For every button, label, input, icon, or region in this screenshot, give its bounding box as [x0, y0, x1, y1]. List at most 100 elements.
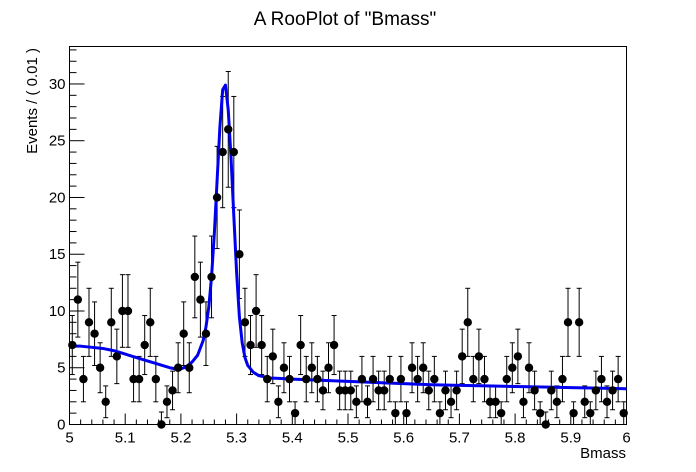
data-point	[352, 397, 361, 406]
data-point	[457, 352, 467, 361]
data-point	[173, 363, 183, 372]
data-point	[430, 374, 439, 384]
data-point	[201, 329, 211, 338]
data-point	[196, 295, 205, 304]
data-point	[535, 408, 545, 418]
x-axis-title: Bmass	[580, 445, 626, 462]
data-point	[502, 374, 511, 384]
data-point	[235, 250, 244, 259]
data-point	[519, 397, 528, 406]
data-point	[524, 363, 534, 372]
data-point	[452, 386, 461, 395]
data-point	[274, 397, 283, 406]
data-point	[101, 397, 110, 406]
data-point	[268, 352, 278, 361]
error-bars	[69, 70, 627, 425]
x-tick-label: 5.9	[560, 430, 581, 447]
data-point	[407, 363, 417, 372]
x-tick-label: 5.8	[505, 430, 526, 447]
x-tick-label: 5.3	[226, 430, 247, 447]
y-tick-label: 10	[49, 303, 66, 320]
data-point	[313, 374, 322, 384]
data-point	[257, 340, 266, 350]
data-point	[508, 363, 517, 372]
data-point	[290, 408, 300, 418]
data-point	[79, 374, 88, 384]
data-point	[435, 408, 445, 418]
data-point	[185, 363, 194, 372]
data-point	[134, 374, 144, 384]
y-tick-label: 15	[49, 246, 66, 263]
data-point	[424, 386, 433, 395]
x-tick-label: 5	[65, 430, 73, 447]
data-point	[597, 374, 606, 384]
data-point	[285, 374, 294, 384]
data-point	[391, 408, 400, 418]
data-point	[613, 374, 623, 384]
fit-curve	[69, 83, 627, 391]
x-tick-label: 5.4	[282, 430, 303, 447]
data-point	[530, 386, 539, 395]
chart-title: A RooPlot of "Bmass"	[254, 9, 436, 30]
data-point	[368, 374, 378, 384]
data-point	[446, 397, 456, 406]
data-point	[212, 193, 222, 202]
data-point	[413, 374, 422, 384]
data-point	[547, 386, 556, 395]
data-point	[569, 408, 578, 418]
data-point	[218, 147, 227, 157]
data-point	[140, 340, 149, 350]
data-point	[240, 318, 250, 327]
data-point	[363, 397, 372, 406]
data-point	[107, 318, 116, 327]
data-point	[251, 306, 261, 316]
data-point	[474, 352, 484, 361]
data-point	[224, 125, 233, 134]
data-point	[513, 352, 523, 361]
data-point	[586, 408, 595, 418]
data-point	[463, 318, 472, 327]
data-point	[491, 397, 500, 406]
data-point	[179, 329, 188, 338]
data-point	[296, 340, 305, 350]
data-point	[302, 374, 311, 384]
data-point	[552, 397, 562, 406]
data-point	[396, 374, 406, 384]
data-point	[380, 386, 389, 395]
axis-ticks	[69, 49, 627, 425]
data-point	[574, 318, 584, 327]
data-point	[151, 374, 161, 384]
data-point	[329, 340, 339, 350]
data-point	[168, 386, 177, 395]
data-point	[318, 386, 328, 395]
x-tick-label: 6	[622, 430, 630, 447]
data-point	[385, 374, 394, 384]
data-point	[441, 386, 450, 395]
data-point	[146, 318, 155, 327]
data-point	[496, 408, 506, 418]
data-point	[541, 420, 550, 429]
data-point	[95, 363, 105, 372]
data-point	[84, 318, 94, 327]
data-point	[608, 386, 617, 395]
y-axis-title: Events / ( 0.01 )	[24, 48, 41, 154]
data-point	[279, 363, 289, 372]
plot-frame	[69, 46, 627, 425]
y-tick-label: 5	[57, 360, 65, 377]
data-point	[418, 363, 428, 372]
data-point	[580, 397, 589, 406]
data-point	[73, 295, 83, 304]
y-tick-label: 30	[49, 76, 66, 93]
data-point	[324, 363, 333, 372]
x-tick-label: 5.7	[449, 430, 470, 447]
data-point	[90, 329, 99, 338]
data-point	[123, 306, 133, 316]
data-point	[346, 386, 355, 395]
data-point	[207, 272, 216, 282]
tick-labels: 5 5.1 5.2 5.3 5.4 5.5 5.6 5.7 5.8 5.9 605101520253…	[49, 76, 631, 447]
data-point	[469, 374, 478, 384]
y-tick-label: 25	[49, 133, 66, 150]
data-point	[112, 352, 122, 361]
data-point	[68, 340, 77, 350]
